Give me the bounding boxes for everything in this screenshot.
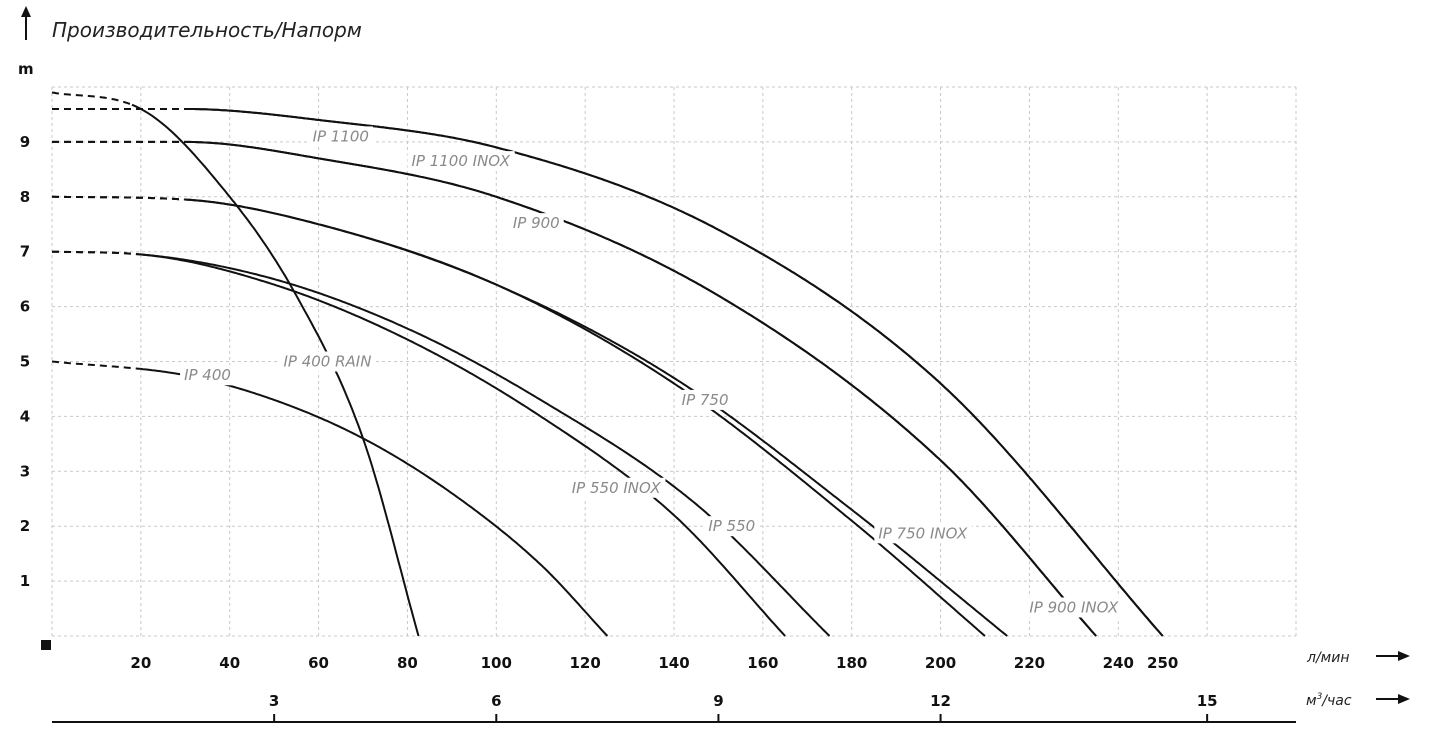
- curve-ip-550-dashed: [51, 250, 141, 256]
- x-tick-label-180: 180: [836, 654, 867, 672]
- curve-label-bg-ip-750: [677, 389, 733, 410]
- curve-ip-400: [140, 367, 609, 637]
- curve-label-bg-ip-550: [704, 516, 760, 537]
- y-tick-label-7: 7: [20, 243, 30, 261]
- x2-tick-label-6: 6: [491, 692, 501, 710]
- x-tick-label-20: 20: [130, 654, 151, 672]
- curve-label-bg-ip-900-inox: [1025, 597, 1124, 618]
- curve-label-bg-ip-900: [508, 213, 564, 234]
- curve-label-bg-ip-400: [180, 365, 235, 386]
- origin-marker: [41, 640, 51, 650]
- curve-ip-400-dashed: [51, 360, 141, 370]
- x2-axis-unit-prefix: м: [1306, 693, 1317, 709]
- curve-label-bg-ip-400-rain: [279, 351, 376, 372]
- x-tick-label-220: 220: [1014, 654, 1045, 672]
- curve-label-ip-550: IP 550: [708, 517, 755, 535]
- grid: [51, 86, 1297, 637]
- y-tick-label-5: 5: [20, 353, 30, 371]
- y-axis-ticks: 1 2 3 4 5 6 7 8 9: [20, 133, 30, 590]
- curve-ip-550: [140, 253, 831, 637]
- y-tick-label-6: 6: [20, 298, 30, 316]
- y-tick-label-4: 4: [20, 407, 30, 425]
- x2-tick-label-3: 3: [269, 692, 279, 710]
- curve-label-ip-750: IP 750: [682, 391, 729, 409]
- curve-label-ip-400-rain: IP 400 RAIN: [283, 353, 371, 371]
- curve-label-ip-550-inox: IP 550 INOX: [572, 479, 662, 497]
- x2-axis-unit: м3/час: [1306, 692, 1352, 709]
- y-tick-label-1: 1: [20, 572, 30, 590]
- x-tick-label-160: 160: [747, 654, 778, 672]
- x-tick-label-250: 250: [1147, 654, 1178, 672]
- curve-label-bg-ip-750-inox: [874, 523, 972, 544]
- x-axis-unit-lmin: л/мин: [1306, 650, 1349, 666]
- curve-ip-1100-inox: [185, 108, 1164, 637]
- x-tick-label-40: 40: [219, 654, 240, 672]
- curve-label-bg-ip-550-inox: [567, 477, 666, 498]
- curve-label-ip-900-inox: IP 900 INOX: [1029, 598, 1119, 616]
- pump-curves: [51, 91, 1164, 637]
- x2-tick-label-12: 12: [930, 692, 951, 710]
- x-tick-label-240: 240: [1103, 654, 1134, 672]
- chart-title: Производительность/Напорм: [52, 18, 362, 42]
- curve-label-ip-900: IP 900: [513, 214, 560, 232]
- curve-ip-750-dashed: [52, 195, 186, 201]
- x-axis-arrow-head: [1398, 651, 1410, 661]
- x-tick-label-100: 100: [481, 654, 512, 672]
- x-tick-label-60: 60: [308, 654, 329, 672]
- x2-axis-ticks: 3 6 9 12 15: [269, 692, 1218, 722]
- x-tick-label-120: 120: [569, 654, 600, 672]
- curve-ip-900: [185, 140, 1097, 637]
- x2-tick-label-15: 15: [1197, 692, 1218, 710]
- y-tick-label-3: 3: [20, 462, 30, 480]
- x2-tick-label-9: 9: [713, 692, 723, 710]
- x2-axis-arrow-head: [1398, 694, 1410, 704]
- curve-label-ip-1100-inox: IP 1100 INOX: [411, 152, 510, 170]
- curve-label-ip-750-inox: IP 750 INOX: [878, 524, 968, 542]
- x2-axis-unit-sup: 3: [1317, 692, 1323, 702]
- y-axis-arrow-head: [21, 6, 31, 17]
- curve-ip-900-inox: [185, 140, 1097, 637]
- y-tick-label-9: 9: [20, 133, 30, 151]
- y-axis-unit: m: [18, 60, 34, 78]
- curve-label-bg-ip-1100: [308, 126, 373, 147]
- curve-ip-550-inox: [140, 253, 786, 637]
- y-tick-label-8: 8: [20, 188, 30, 206]
- curve-label-ip-1100: IP 1100: [313, 127, 369, 145]
- x-tick-label-200: 200: [925, 654, 956, 672]
- curve-label-ip-400: IP 400: [184, 366, 231, 384]
- curve-ip-750: [185, 198, 1008, 637]
- x-tick-label-140: 140: [658, 654, 689, 672]
- curve-label-bg-ip-1100-inox: [407, 151, 515, 172]
- x2-axis-unit-suffix: /час: [1320, 693, 1352, 709]
- x-axis-ticks: 20 40 60 80 100 120 140 160 180 200 220 240 250: [130, 654, 1178, 672]
- x-tick-label-80: 80: [397, 654, 418, 672]
- curve-ip-400-rain: [131, 103, 420, 637]
- curve-ip-400-rain-dashed: [51, 91, 133, 106]
- y-tick-label-2: 2: [20, 517, 30, 535]
- curve-labels: IP 400 IP 400 RAIN IP 550 INOX IP 550 IP 750…: [180, 126, 1124, 618]
